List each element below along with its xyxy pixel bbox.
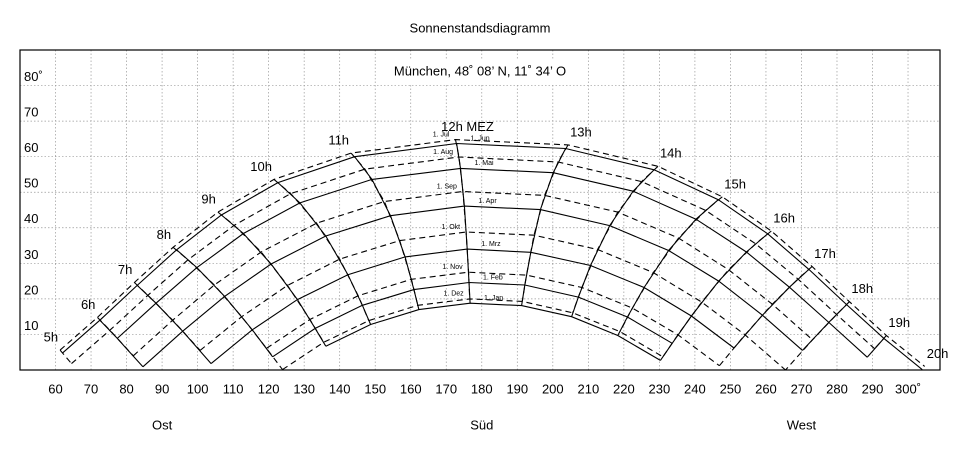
x-tick-label: 130 bbox=[293, 381, 315, 396]
direction-label: Ost bbox=[152, 417, 173, 432]
date-label: 1. Feb bbox=[483, 274, 503, 281]
hour-label: 12h MEZ bbox=[441, 119, 494, 134]
hour-line bbox=[172, 246, 283, 370]
hour-line bbox=[572, 165, 659, 313]
hour-label: 14h bbox=[660, 146, 682, 161]
date-label: 1. Jun bbox=[471, 135, 490, 142]
hour-line bbox=[350, 152, 419, 306]
hour-line bbox=[785, 301, 850, 371]
direction-label: Süd bbox=[470, 417, 493, 432]
hour-label: 15h bbox=[724, 176, 746, 191]
x-tick-label: 200 bbox=[542, 381, 564, 396]
hour-label: 18h bbox=[851, 281, 873, 296]
date-label: 1. Nov bbox=[442, 264, 463, 271]
date-curve bbox=[199, 231, 786, 371]
hour-line bbox=[662, 230, 772, 358]
date-curve bbox=[325, 302, 661, 361]
x-tick-label: 170 bbox=[435, 381, 457, 396]
chart-title: Sonnenstandsdiagramm bbox=[410, 20, 551, 35]
hour-line bbox=[221, 214, 327, 347]
hour-line bbox=[454, 139, 471, 299]
date-curve bbox=[266, 271, 720, 367]
hour-label: 10h bbox=[250, 159, 272, 174]
date-curve bbox=[116, 167, 868, 358]
hour-line bbox=[97, 317, 134, 357]
subtitle-box bbox=[380, 60, 580, 84]
hour-label: 11h bbox=[328, 133, 349, 148]
x-tick-label: 100 bbox=[187, 381, 209, 396]
date-label: 1. Aug bbox=[433, 149, 453, 156]
hour-label: 8h bbox=[157, 227, 171, 242]
date-label: 1. Apr bbox=[478, 198, 497, 205]
hour-line bbox=[617, 199, 719, 336]
y-tick-label: 70 bbox=[24, 105, 38, 120]
hour-line bbox=[134, 282, 201, 351]
date-label: 1. Okt bbox=[441, 224, 460, 231]
x-tick-label: 250 bbox=[720, 381, 742, 396]
hour-label: 17h bbox=[814, 246, 836, 261]
date-label: 1. Sep bbox=[437, 183, 457, 190]
hour-label: 5h bbox=[44, 330, 58, 345]
date-label: 1. Jan bbox=[484, 295, 503, 302]
date-label: 1. Mai bbox=[474, 160, 494, 167]
hour-line bbox=[59, 349, 72, 364]
hour-line bbox=[273, 178, 370, 321]
hour-label: 19h bbox=[888, 315, 910, 330]
hour-label: 13h bbox=[570, 124, 592, 139]
chart-subtitle: München, 48˚ 08’ N, 11˚ 34’ O bbox=[394, 63, 566, 78]
x-tick-label: 190 bbox=[506, 381, 528, 396]
x-tick-label: 300˚ bbox=[895, 381, 921, 396]
x-tick-label: 80 bbox=[119, 381, 133, 396]
hour-label: 20h bbox=[927, 346, 949, 361]
date-label: 1. Mrz bbox=[481, 241, 501, 248]
direction-label: West bbox=[787, 417, 817, 432]
y-tick-label: 30 bbox=[24, 247, 38, 262]
x-tick-label: 60 bbox=[48, 381, 62, 396]
x-tick-label: 220 bbox=[613, 381, 635, 396]
y-tick-label: 60 bbox=[24, 140, 38, 155]
hour-label: 16h bbox=[773, 210, 795, 225]
x-tick-label: 230 bbox=[649, 381, 671, 396]
hour-label: 7h bbox=[118, 262, 132, 277]
hour-line bbox=[217, 211, 325, 343]
x-tick-label: 240 bbox=[684, 381, 706, 396]
date-label: 1. Dez bbox=[443, 291, 464, 298]
hour-line bbox=[874, 335, 887, 350]
x-tick-label: 280 bbox=[826, 381, 848, 396]
hour-line bbox=[866, 338, 885, 358]
hour-line bbox=[718, 266, 813, 367]
x-tick-label: 210 bbox=[577, 381, 599, 396]
hour-line bbox=[521, 144, 569, 302]
x-tick-label: 120 bbox=[258, 381, 280, 396]
y-tick-label: 80˚ bbox=[24, 69, 43, 84]
x-tick-label: 270 bbox=[791, 381, 813, 396]
plot-area bbox=[20, 50, 940, 371]
x-tick-label: 150 bbox=[364, 381, 386, 396]
date-label: 1. Jul bbox=[433, 131, 450, 138]
hour-line bbox=[619, 196, 723, 332]
x-tick-label: 90 bbox=[155, 381, 169, 396]
x-tick-label: 160 bbox=[400, 381, 422, 396]
x-tick-label: 180 bbox=[471, 381, 493, 396]
hour-label: 6h bbox=[81, 297, 95, 312]
x-tick-label: 260 bbox=[755, 381, 777, 396]
y-tick-label: 20 bbox=[24, 282, 38, 297]
y-tick-label: 40 bbox=[24, 211, 38, 226]
plot-frame bbox=[19, 49, 941, 371]
y-tick-label: 50 bbox=[24, 176, 38, 191]
x-tick-label: 70 bbox=[84, 381, 98, 396]
y-tick-label: 10 bbox=[24, 318, 38, 333]
date-curve bbox=[62, 142, 923, 371]
x-tick-label: 140 bbox=[329, 381, 351, 396]
x-tick-label: 110 bbox=[223, 381, 244, 396]
hour-label: 9h bbox=[201, 192, 215, 207]
x-tick-label: 290 bbox=[862, 381, 884, 396]
